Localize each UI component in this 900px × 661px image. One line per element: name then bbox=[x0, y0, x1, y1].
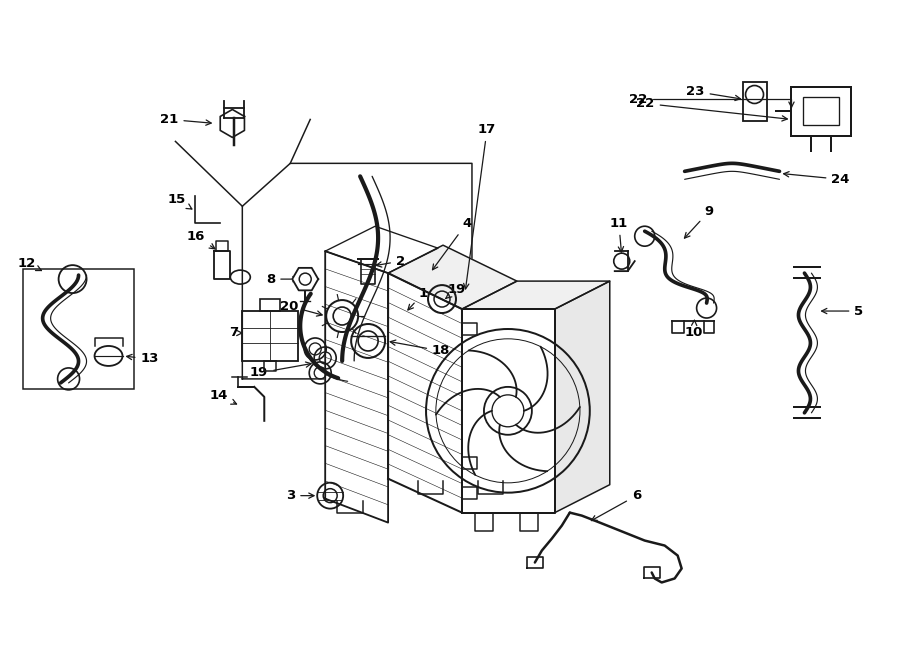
Bar bbox=[22, 269, 134, 389]
Text: 20: 20 bbox=[280, 299, 322, 316]
Text: 12: 12 bbox=[17, 256, 41, 270]
Bar bbox=[242, 311, 298, 361]
Bar bbox=[742, 81, 767, 122]
Polygon shape bbox=[554, 281, 610, 513]
Text: 11: 11 bbox=[610, 217, 628, 252]
Polygon shape bbox=[292, 268, 319, 290]
Text: 22: 22 bbox=[629, 93, 794, 107]
Text: 8: 8 bbox=[266, 272, 298, 286]
Polygon shape bbox=[388, 273, 462, 513]
Text: 19: 19 bbox=[250, 362, 311, 379]
Polygon shape bbox=[462, 309, 554, 513]
Text: 18: 18 bbox=[391, 340, 450, 358]
Bar bbox=[791, 87, 851, 136]
Text: 5: 5 bbox=[822, 305, 863, 317]
Text: 1: 1 bbox=[408, 287, 428, 310]
Text: 13: 13 bbox=[127, 352, 159, 366]
Text: 7: 7 bbox=[230, 327, 242, 340]
Text: 10: 10 bbox=[685, 320, 703, 340]
Polygon shape bbox=[462, 281, 610, 309]
Polygon shape bbox=[325, 251, 388, 523]
Text: 24: 24 bbox=[784, 172, 850, 186]
Polygon shape bbox=[388, 245, 517, 309]
Text: 3: 3 bbox=[286, 489, 314, 502]
Bar bbox=[260, 299, 280, 311]
Text: 21: 21 bbox=[160, 113, 212, 126]
Text: 2: 2 bbox=[376, 254, 405, 268]
Bar bbox=[804, 97, 840, 126]
Text: 16: 16 bbox=[187, 230, 215, 249]
Text: 17: 17 bbox=[464, 123, 496, 289]
Text: 23: 23 bbox=[686, 85, 741, 100]
Text: 14: 14 bbox=[210, 389, 237, 404]
Text: 9: 9 bbox=[685, 205, 714, 238]
Text: 22: 22 bbox=[636, 97, 788, 121]
Text: 4: 4 bbox=[433, 217, 472, 270]
Text: 19: 19 bbox=[446, 283, 466, 299]
Text: 15: 15 bbox=[167, 193, 192, 209]
Text: 6: 6 bbox=[591, 489, 641, 521]
